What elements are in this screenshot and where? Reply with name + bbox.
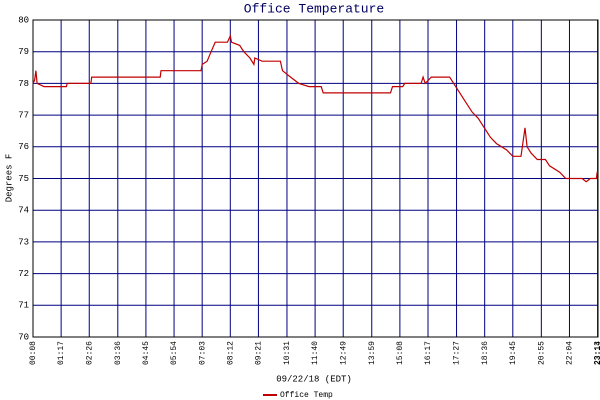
y-tick-label: 71 (18, 301, 29, 311)
y-tick-label: 70 (18, 332, 29, 342)
y-tick-label: 73 (18, 237, 29, 247)
y-axis-label: Degrees F (4, 154, 14, 203)
x-tick-label: 17:27 (453, 341, 462, 365)
x-tick-label: 03:36 (114, 341, 123, 365)
x-tick-label: 02:26 (85, 341, 94, 365)
x-tick-label: 04:45 (142, 341, 151, 365)
y-tick-label: 76 (18, 142, 29, 152)
x-tick-label: 00:08 (29, 341, 38, 365)
x-tick-label: 10:31 (283, 341, 292, 365)
y-tick-label: 78 (18, 79, 29, 89)
chart-title: Office Temperature (244, 1, 384, 16)
y-tick-label: 79 (18, 47, 29, 57)
x-tick-label: 08:12 (226, 341, 235, 365)
x-tick-label: 12:49 (339, 341, 348, 365)
y-tick-label: 74 (18, 206, 29, 216)
x-tick-label: 18:36 (481, 341, 490, 365)
x-tick-label: 22:04 (566, 341, 575, 365)
x-axis-label: 09/22/18 (EDT) (276, 374, 352, 384)
legend-label: Office Temp (280, 391, 333, 400)
y-tick-label: 72 (18, 269, 29, 279)
x-tick-label: 05:54 (170, 341, 179, 365)
x-tick-label: 01:17 (57, 341, 66, 365)
y-tick-label: 77 (18, 110, 29, 120)
x-tick-label: 16:17 (424, 341, 433, 365)
y-tick-label: 80 (18, 15, 29, 25)
x-tick-label: 23:13 (594, 341, 600, 365)
x-tick-label: 07:03 (198, 341, 207, 365)
data-line (32, 33, 598, 183)
x-tick-label: 09:21 (255, 341, 264, 365)
y-tick-label: 75 (18, 174, 29, 184)
plot-border (32, 19, 599, 338)
x-tick-label: 23:14 (594, 341, 600, 365)
x-tick-label: 19:45 (509, 341, 518, 365)
x-tick-label: 13:59 (368, 341, 377, 365)
x-tick-label: 20:55 (537, 341, 546, 365)
x-tick-label: 11:40 (311, 341, 320, 365)
x-tick-label: 15:08 (396, 341, 405, 365)
